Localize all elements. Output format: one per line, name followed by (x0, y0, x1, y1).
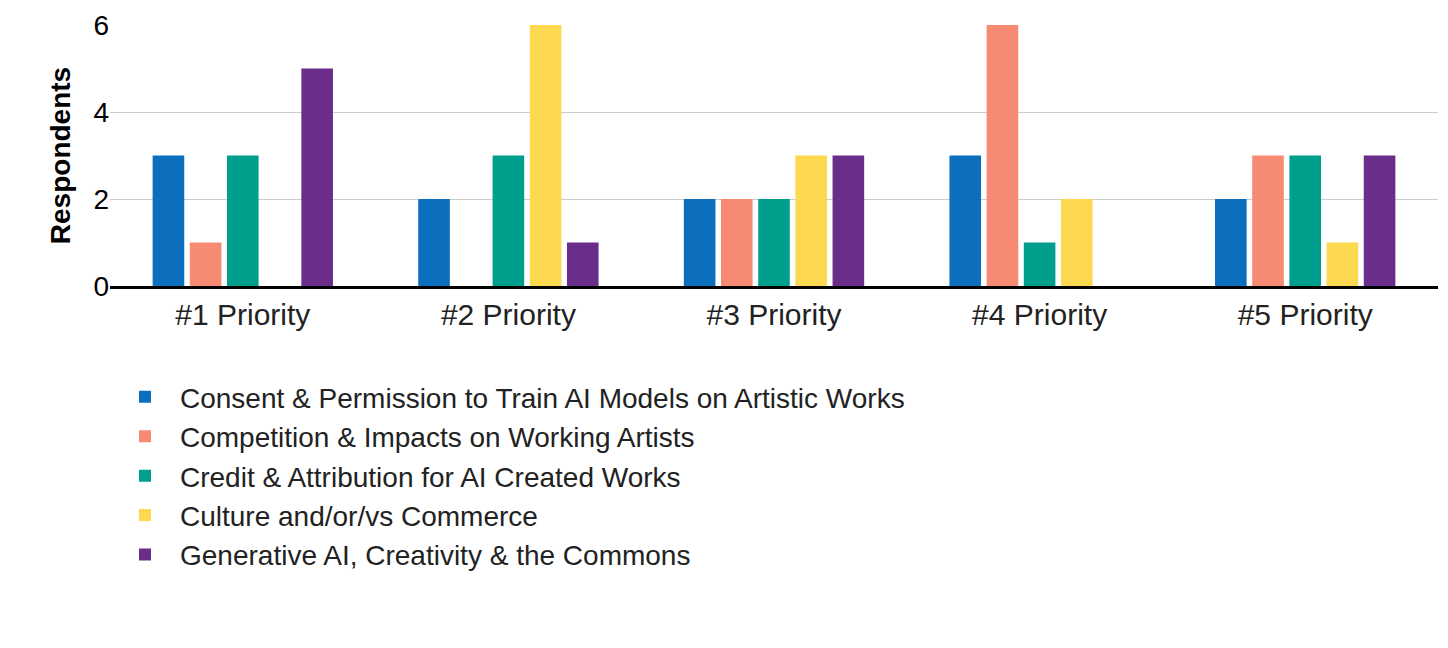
svg-text:Competition & Impacts on Worki: Competition & Impacts on Working Artists (180, 422, 695, 453)
svg-text:Consent & Permission to Train: Consent & Permission to Train AI Models … (180, 383, 905, 414)
svg-text:4: 4 (93, 97, 109, 128)
svg-text:#3 Priority: #3 Priority (706, 298, 841, 331)
svg-text:Generative AI, Creativity & th: Generative AI, Creativity & the Commons (180, 540, 690, 571)
svg-text:#2 Priority: #2 Priority (441, 298, 576, 331)
svg-text:#5 Priority: #5 Priority (1238, 298, 1373, 331)
svg-text:Respondents: Respondents (45, 67, 76, 244)
svg-text:2: 2 (93, 184, 109, 215)
svg-text:Culture and/or/vs Commerce: Culture and/or/vs Commerce (180, 501, 538, 532)
svg-text:#1 Priority: #1 Priority (175, 298, 310, 331)
svg-text:0: 0 (93, 271, 109, 302)
svg-text:6: 6 (93, 10, 109, 41)
svg-text:Credit & Attribution for AI Cr: Credit & Attribution for AI Created Work… (180, 462, 681, 493)
svg-text:#4 Priority: #4 Priority (972, 298, 1107, 331)
